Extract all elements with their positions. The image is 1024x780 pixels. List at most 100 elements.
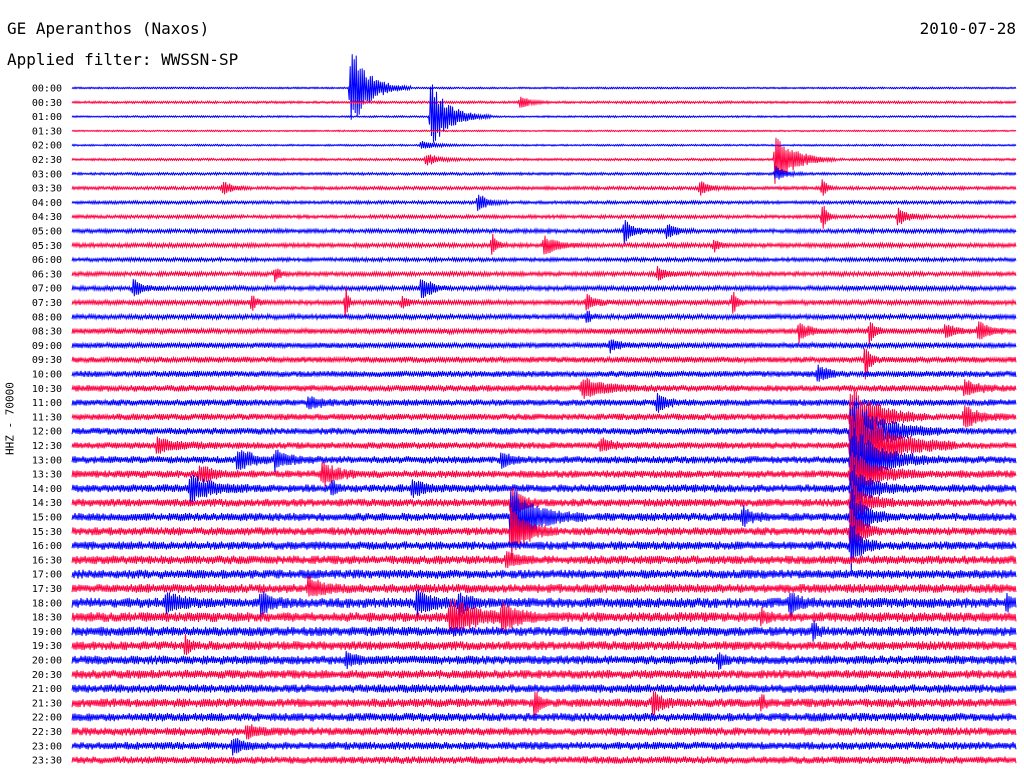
trace-line bbox=[71, 598, 1017, 637]
trace-line bbox=[71, 339, 1017, 354]
row-time-label: 08:00 bbox=[32, 312, 62, 323]
trace-line bbox=[71, 408, 1017, 498]
trace-line bbox=[71, 266, 1017, 283]
trace-line bbox=[71, 137, 1017, 184]
row-time-label: 06:30 bbox=[32, 269, 62, 280]
trace-line bbox=[71, 219, 1017, 244]
row-time-label: 01:00 bbox=[32, 112, 62, 123]
trace-line bbox=[71, 96, 1017, 108]
row-time-label: 17:30 bbox=[32, 584, 62, 595]
row-time-label: 04:00 bbox=[32, 198, 62, 209]
row-time-label: 09:00 bbox=[32, 341, 62, 352]
row-time-label: 01:30 bbox=[32, 126, 62, 137]
row-time-label: 19:00 bbox=[32, 627, 62, 638]
row-time-label: 16:30 bbox=[32, 555, 62, 566]
trace-line bbox=[71, 54, 1017, 120]
row-time-label: 05:30 bbox=[32, 241, 62, 252]
trace-line bbox=[71, 738, 1017, 756]
trace-line bbox=[71, 507, 1017, 561]
row-time-label: 18:30 bbox=[32, 613, 62, 624]
row-time-label: 06:00 bbox=[32, 255, 62, 266]
date-title: 2010-07-28 bbox=[919, 19, 1016, 38]
trace-line bbox=[71, 524, 1017, 572]
row-time-label: 05:00 bbox=[32, 227, 62, 238]
trace-line bbox=[71, 480, 1017, 523]
trace-line bbox=[71, 620, 1017, 642]
row-time-label: 19:30 bbox=[32, 641, 62, 652]
trace-line bbox=[71, 129, 1017, 133]
row-time-label: 11:30 bbox=[32, 412, 62, 423]
row-labels: 00:00 00:30 01:00 01:30 02:00 02:30 03:00 03:30… bbox=[32, 84, 62, 767]
trace-line bbox=[71, 141, 1017, 149]
trace-line bbox=[71, 165, 1017, 180]
row-time-label: 14:30 bbox=[32, 498, 62, 509]
row-time-label: 00:00 bbox=[32, 84, 62, 95]
row-time-label: 22:30 bbox=[32, 727, 62, 738]
row-time-label: 23:30 bbox=[32, 756, 62, 767]
row-time-label: 17:00 bbox=[32, 570, 62, 581]
trace-line bbox=[71, 589, 1017, 620]
trace-line bbox=[71, 650, 1017, 670]
trace-line bbox=[71, 669, 1017, 679]
row-time-label: 12:30 bbox=[32, 441, 62, 452]
trace-line bbox=[71, 724, 1017, 740]
trace-line bbox=[71, 84, 1017, 143]
trace-line bbox=[71, 348, 1017, 380]
row-time-label: 02:00 bbox=[32, 141, 62, 152]
trace-line bbox=[71, 364, 1017, 382]
station-title: GE Aperanthos (Naxos) bbox=[7, 19, 210, 38]
row-time-label: 15:30 bbox=[32, 527, 62, 538]
row-time-label: 10:00 bbox=[32, 370, 62, 381]
trace-line bbox=[71, 633, 1017, 656]
row-time-label: 08:30 bbox=[32, 327, 62, 338]
row-time-label: 20:00 bbox=[32, 656, 62, 667]
filter-caption: Applied filter: WWSSN-SP bbox=[7, 50, 238, 69]
trace-line bbox=[71, 691, 1017, 717]
row-time-label: 02:30 bbox=[32, 155, 62, 166]
row-time-label: 20:30 bbox=[32, 670, 62, 681]
row-time-label: 18:00 bbox=[32, 598, 62, 609]
row-time-label: 12:00 bbox=[32, 427, 62, 438]
row-time-label: 23:00 bbox=[32, 741, 62, 752]
row-time-label: 14:00 bbox=[32, 484, 62, 495]
row-time-label: 22:00 bbox=[32, 713, 62, 724]
row-time-label: 15:00 bbox=[32, 513, 62, 524]
trace-line bbox=[71, 321, 1017, 345]
filter-name: WWSSN-SP bbox=[161, 50, 239, 69]
trace-line bbox=[71, 684, 1017, 693]
row-time-label: 03:00 bbox=[32, 169, 62, 180]
trace-line bbox=[71, 377, 1017, 399]
row-time-label: 13:00 bbox=[32, 455, 62, 466]
row-time-label: 07:00 bbox=[32, 284, 62, 295]
filter-prefix: Applied filter: bbox=[7, 50, 152, 69]
trace-line bbox=[71, 194, 1017, 211]
row-time-label: 09:30 bbox=[32, 355, 62, 366]
row-time-label: 13:30 bbox=[32, 470, 62, 481]
trace-line bbox=[71, 205, 1017, 229]
trace-line bbox=[71, 575, 1017, 597]
seismogram-traces bbox=[71, 54, 1017, 765]
row-time-label: 11:00 bbox=[32, 398, 62, 409]
row-time-label: 21:00 bbox=[32, 684, 62, 695]
row-time-label: 10:30 bbox=[32, 384, 62, 395]
trace-line bbox=[71, 310, 1017, 323]
trace-line bbox=[71, 279, 1017, 299]
trace-line bbox=[71, 551, 1017, 569]
trace-line bbox=[71, 489, 1017, 553]
trace-line bbox=[71, 465, 1017, 506]
trace-line bbox=[71, 428, 1017, 492]
trace-line bbox=[71, 179, 1017, 196]
trace-line bbox=[71, 287, 1017, 318]
row-time-label: 21:30 bbox=[32, 698, 62, 709]
row-time-label: 16:00 bbox=[32, 541, 62, 552]
trace-line bbox=[71, 569, 1017, 579]
trace-line bbox=[71, 256, 1017, 264]
row-time-label: 00:30 bbox=[32, 98, 62, 109]
row-time-label: 07:30 bbox=[32, 298, 62, 309]
row-time-label: 04:30 bbox=[32, 212, 62, 223]
trace-line bbox=[71, 452, 1017, 501]
trace-line bbox=[71, 712, 1017, 722]
trace-line bbox=[71, 233, 1017, 255]
row-time-label: 03:30 bbox=[32, 184, 62, 195]
